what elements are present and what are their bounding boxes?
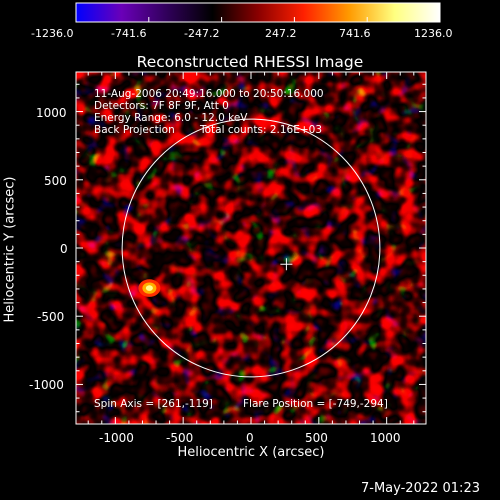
chart-title: Reconstructed RHESSI Image bbox=[136, 53, 364, 71]
colorbar-tick-label: 741.6 bbox=[339, 27, 371, 40]
colorbar-tick-label: -741.6 bbox=[111, 27, 147, 40]
energy-range-text: Energy Range: 6.0 - 12.0 keV bbox=[94, 112, 248, 124]
axis-ticks bbox=[76, 72, 426, 424]
flare-position-text: Flare Position = [-749,-294] bbox=[243, 398, 388, 410]
timestamp: 7-May-2022 01:23 bbox=[361, 481, 480, 496]
y-tick-label: -1000 bbox=[29, 378, 64, 392]
x-tick-label: 0 bbox=[246, 431, 254, 445]
time-range-text: 11-Aug-2006 20:49:16.000 to 20:50:16.000 bbox=[94, 88, 324, 100]
x-tick-label: -1000 bbox=[99, 431, 134, 445]
colorbar bbox=[75, 2, 441, 23]
y-axis-label: Heliocentric Y (arcsec) bbox=[2, 176, 18, 323]
solar-limb-circle bbox=[121, 118, 381, 378]
spin-axis-text: Spin Axis = [261,-119] bbox=[94, 398, 213, 410]
total-counts-text: Total counts: 2.16E+03 bbox=[200, 124, 323, 136]
detectors-text: Detectors: 7F 8F 9F, Att 0 bbox=[94, 100, 229, 112]
colorbar-tick-label: -1236.0 bbox=[31, 27, 74, 40]
x-tick-label: -500 bbox=[166, 431, 194, 445]
spin-axis-marker bbox=[280, 258, 293, 271]
y-tick-label: -500 bbox=[37, 310, 65, 324]
heatmap-image bbox=[76, 72, 426, 424]
x-axis-label: Heliocentric X (arcsec) bbox=[177, 445, 325, 460]
colorbar-gradient bbox=[75, 2, 441, 23]
y-tick-label: 0 bbox=[60, 242, 68, 256]
colorbar-tick-label: 247.2 bbox=[265, 27, 297, 40]
flare-spot-peak bbox=[145, 285, 153, 291]
colorbar-tick-label: 1236.0 bbox=[414, 27, 453, 40]
x-tick-label: 500 bbox=[305, 431, 328, 445]
y-tick-label: 1000 bbox=[36, 106, 67, 120]
method-text: Back Projection bbox=[94, 124, 175, 136]
hot-spots bbox=[138, 279, 161, 297]
x-tick-label: 1000 bbox=[370, 431, 401, 445]
colorbar-ticks bbox=[75, 17, 441, 22]
colorbar-tick-label: -247.2 bbox=[184, 27, 220, 40]
y-tick-label: 500 bbox=[44, 174, 67, 188]
